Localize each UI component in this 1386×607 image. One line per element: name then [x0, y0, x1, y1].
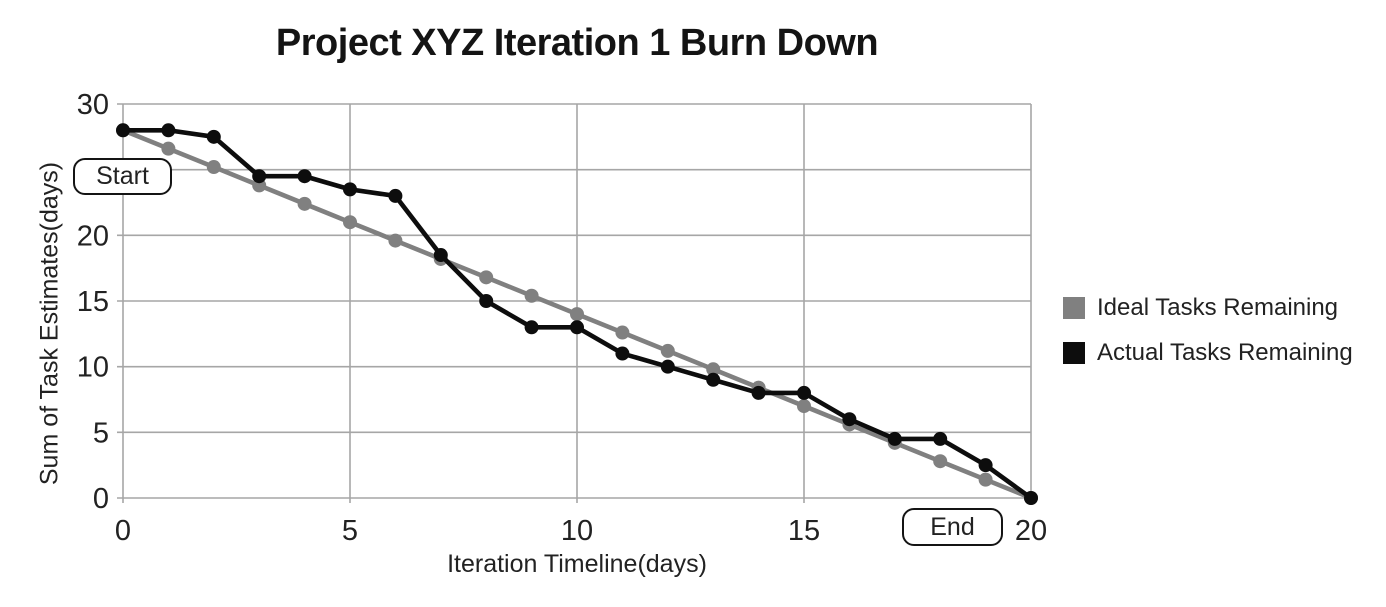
legend: Ideal Tasks Remaining Actual Tasks Remai… [1063, 294, 1353, 367]
data-point [206, 129, 221, 144]
data-point [615, 325, 630, 340]
legend-label-ideal: Ideal Tasks Remaining [1097, 294, 1339, 321]
x-tick-label: 5 [342, 515, 358, 547]
data-point [433, 248, 448, 263]
data-point [388, 188, 403, 203]
data-point [978, 472, 993, 487]
y-tick-label: 20 [77, 220, 109, 252]
legend-item-ideal: Ideal Tasks Remaining [1063, 294, 1353, 322]
data-point [751, 385, 766, 400]
x-tick-label: 0 [115, 515, 131, 547]
data-point [1024, 491, 1038, 505]
y-axis-title: Sum of Task Estimates(days) [35, 161, 64, 486]
data-point [978, 458, 993, 473]
start-annotation-box: Start [73, 158, 172, 195]
data-point [116, 123, 130, 138]
data-point [297, 169, 312, 184]
data-point [842, 412, 857, 427]
data-point [797, 385, 811, 400]
data-point [161, 141, 176, 156]
data-point [388, 233, 403, 248]
data-point [479, 270, 494, 285]
data-point [343, 182, 357, 197]
data-point [706, 372, 721, 387]
data-point [343, 215, 357, 230]
ideal-series-swatch-icon [1063, 297, 1085, 319]
x-tick-labels: 0 5 10 15 20 [115, 515, 1047, 547]
y-tick-label: 0 [93, 483, 109, 515]
start-annotation-label: Start [96, 162, 149, 190]
data-point [206, 160, 221, 175]
actual-series [116, 123, 1038, 505]
y-tick-label: 15 [77, 286, 109, 318]
data-point [297, 196, 312, 211]
data-point [660, 359, 675, 374]
legend-label-actual: Actual Tasks Remaining [1097, 339, 1353, 366]
data-point [615, 346, 630, 361]
data-point [887, 431, 902, 446]
data-point [570, 320, 584, 335]
data-point [570, 307, 584, 322]
data-point [660, 343, 675, 358]
x-tick-label: 20 [1015, 515, 1047, 547]
data-point [252, 169, 267, 184]
end-annotation-label: End [930, 512, 975, 541]
data-point [706, 362, 721, 377]
data-point [524, 288, 539, 303]
x-tick-label: 10 [561, 515, 593, 547]
data-point [797, 399, 811, 414]
data-point [479, 294, 494, 308]
x-axis-title: Iteration Timeline(days) [447, 550, 707, 578]
y-tick-label: 30 [77, 89, 109, 121]
x-tick-label: 15 [788, 515, 820, 547]
data-point [933, 431, 948, 446]
chart-title: Project XYZ Iteration 1 Burn Down [275, 22, 879, 64]
data-point [161, 123, 176, 138]
y-tick-label: 10 [77, 352, 109, 384]
y-tick-labels: 051015202530 [77, 89, 109, 515]
end-annotation-box: End [902, 508, 1003, 546]
data-point [933, 454, 948, 469]
actual-series-swatch-icon [1063, 342, 1085, 364]
y-tick-label: 5 [93, 417, 109, 449]
legend-item-actual: Actual Tasks Remaining [1063, 339, 1353, 367]
data-point [524, 320, 539, 335]
